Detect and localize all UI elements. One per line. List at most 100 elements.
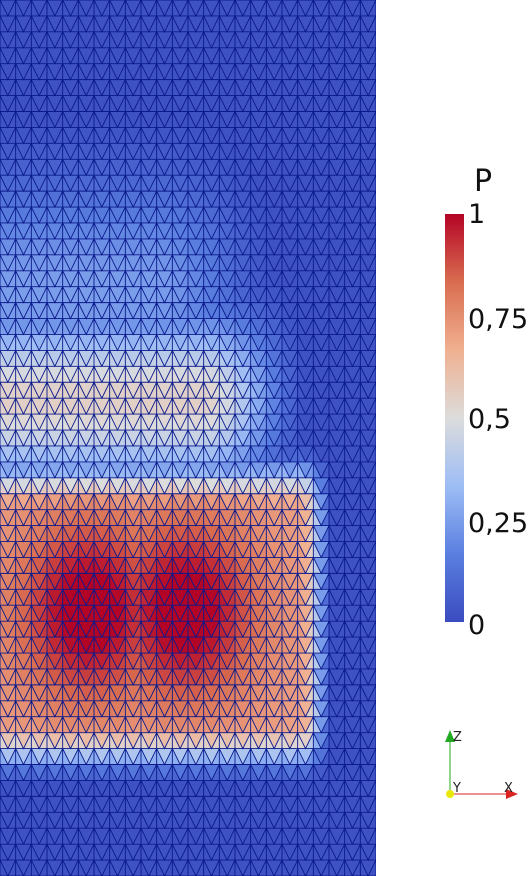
mesh-cell bbox=[78, 430, 94, 446]
mesh-cell bbox=[125, 318, 141, 335]
mesh-cell bbox=[344, 461, 361, 478]
mesh-cell bbox=[125, 222, 141, 239]
mesh-cell bbox=[125, 175, 141, 192]
mesh-cell bbox=[141, 31, 157, 48]
mesh-cell bbox=[235, 175, 251, 192]
mesh-cell bbox=[282, 334, 298, 351]
mesh-cell bbox=[172, 414, 188, 431]
mesh-cell bbox=[94, 398, 110, 415]
mesh-cell bbox=[250, 270, 267, 287]
mesh-cell bbox=[0, 254, 16, 271]
mesh-cell bbox=[203, 63, 220, 80]
mesh-cell bbox=[203, 222, 220, 239]
mesh-cell bbox=[109, 15, 126, 32]
mesh-cell bbox=[78, 238, 94, 255]
mesh-cell bbox=[313, 398, 329, 415]
mesh-cell bbox=[344, 334, 361, 351]
mesh-cell bbox=[297, 430, 314, 446]
mesh-cell bbox=[313, 31, 329, 48]
mesh-cell bbox=[156, 207, 173, 223]
mesh-cell bbox=[0, 127, 16, 144]
mesh-cell bbox=[250, 175, 267, 192]
mesh-cell bbox=[266, 366, 282, 383]
mesh-cell bbox=[62, 31, 79, 48]
mesh-cell bbox=[344, 191, 361, 208]
mesh-cell bbox=[47, 302, 63, 319]
mesh-cell bbox=[141, 286, 157, 303]
mesh-cell bbox=[219, 270, 235, 287]
mesh-cell bbox=[78, 270, 94, 287]
mesh-cell bbox=[360, 191, 376, 208]
mesh-cell bbox=[329, 175, 345, 192]
mesh-cell bbox=[297, 286, 314, 303]
mesh-cell bbox=[141, 159, 157, 176]
mesh-cell bbox=[219, 0, 235, 16]
mesh-cell bbox=[282, 63, 298, 80]
mesh-cell bbox=[109, 286, 126, 303]
mesh-cell bbox=[0, 111, 16, 128]
mesh-cell bbox=[141, 382, 157, 399]
mesh-cell bbox=[94, 254, 110, 271]
mesh-cell bbox=[297, 63, 314, 80]
mesh-cell bbox=[219, 111, 235, 128]
scalar-bar-tick-05: 0,5 bbox=[468, 404, 511, 435]
mesh-cell bbox=[15, 318, 32, 335]
mesh-cell bbox=[109, 222, 126, 239]
mesh-cell bbox=[109, 254, 126, 271]
mesh-cell bbox=[219, 366, 235, 383]
mesh-cell bbox=[360, 254, 376, 271]
mesh-cell bbox=[219, 63, 235, 80]
mesh-cell bbox=[47, 477, 63, 494]
mesh-cell bbox=[78, 461, 94, 478]
mesh-cell bbox=[297, 207, 314, 223]
mesh-field-plot[interactable] bbox=[0, 0, 376, 876]
mesh-cell bbox=[31, 430, 47, 446]
mesh-cell bbox=[31, 127, 47, 144]
mesh-cell bbox=[235, 127, 251, 144]
mesh-cell bbox=[188, 95, 204, 112]
mesh-cell bbox=[203, 238, 220, 255]
mesh-cell bbox=[78, 159, 94, 176]
mesh-cell bbox=[15, 430, 32, 446]
mesh-cell bbox=[360, 0, 376, 16]
mesh-cell bbox=[188, 159, 204, 176]
mesh-cell bbox=[125, 414, 141, 431]
mesh-cell bbox=[78, 207, 94, 223]
mesh-cell bbox=[62, 79, 79, 96]
mesh-cell bbox=[313, 143, 329, 160]
scalar-bar-title: P bbox=[474, 164, 493, 199]
mesh-cell bbox=[235, 445, 251, 462]
mesh-cell bbox=[282, 47, 298, 64]
mesh-cell bbox=[250, 430, 267, 446]
mesh-cell bbox=[282, 191, 298, 208]
mesh-cell bbox=[188, 111, 204, 128]
mesh-cell bbox=[250, 286, 267, 303]
mesh-cell bbox=[297, 477, 314, 494]
mesh-cell bbox=[15, 493, 32, 510]
mesh-cell bbox=[313, 63, 329, 80]
mesh-cell bbox=[188, 15, 204, 32]
mesh-cell bbox=[94, 31, 110, 48]
mesh-cell bbox=[0, 414, 16, 431]
mesh-cell bbox=[109, 318, 126, 335]
mesh-cell bbox=[266, 0, 282, 16]
mesh-cell bbox=[31, 15, 47, 32]
mesh-cell bbox=[125, 238, 141, 255]
mesh-cell bbox=[94, 350, 110, 367]
mesh-cell bbox=[78, 398, 94, 415]
mesh-cell bbox=[360, 477, 376, 494]
mesh-cell bbox=[125, 382, 141, 399]
mesh-cell bbox=[62, 222, 79, 239]
mesh-cell bbox=[141, 302, 157, 319]
mesh-cell bbox=[313, 445, 329, 462]
mesh-cell bbox=[125, 302, 141, 319]
mesh-cell bbox=[156, 15, 173, 32]
mesh-cell bbox=[15, 270, 32, 287]
mesh-cell bbox=[172, 79, 188, 96]
mesh-cell bbox=[125, 47, 141, 64]
mesh-cell bbox=[78, 302, 94, 319]
mesh-cell bbox=[94, 15, 110, 32]
mesh-cell bbox=[141, 445, 157, 462]
mesh-cell bbox=[0, 270, 16, 287]
